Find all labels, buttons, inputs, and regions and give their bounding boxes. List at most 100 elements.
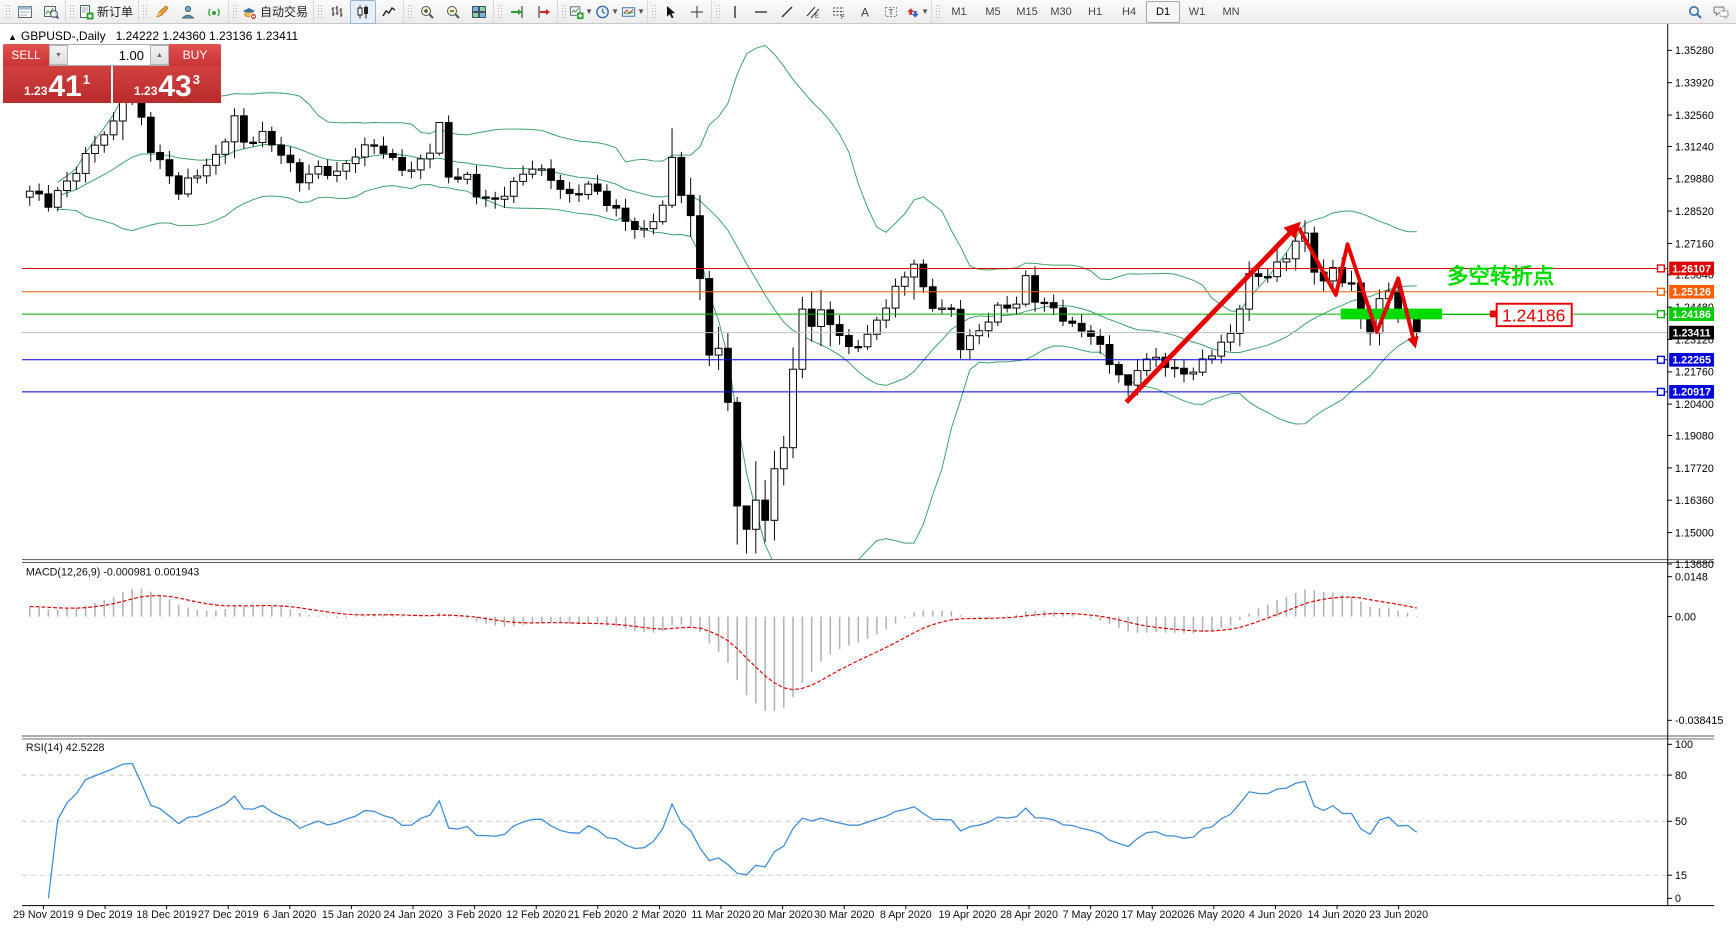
date-tick-label[interactable]: 20 Mar 2020 bbox=[753, 909, 813, 921]
toolbar-grip[interactable] bbox=[5, 3, 10, 20]
toolbar-grip[interactable] bbox=[142, 3, 148, 20]
price-box-annotation[interactable]: 1.24186 bbox=[1495, 302, 1573, 328]
buy-price[interactable]: 1.23 43 3 bbox=[113, 66, 221, 103]
sell-button[interactable]: SELL bbox=[3, 44, 49, 66]
level-anchor-marker[interactable] bbox=[1656, 264, 1665, 273]
chart-preview-button[interactable] bbox=[38, 0, 64, 24]
trendline-tool-button[interactable] bbox=[774, 0, 800, 24]
indicators-dropdown-icon[interactable]: ▼ bbox=[585, 7, 594, 16]
date-tick-label[interactable]: 24 Jan 2020 bbox=[384, 909, 443, 921]
charts-list-button[interactable] bbox=[12, 0, 38, 24]
hline-tool-button[interactable] bbox=[748, 0, 774, 24]
timeframe-m30-button[interactable]: M30 bbox=[1050, 5, 1072, 18]
timeframe-w1-button[interactable]: W1 bbox=[1188, 5, 1206, 18]
toolbar-grip[interactable] bbox=[497, 3, 503, 20]
date-tick-label[interactable]: 4 Jun 2020 bbox=[1249, 909, 1302, 921]
date-tick-label[interactable]: 12 Feb 2020 bbox=[506, 909, 566, 921]
date-tick-label[interactable]: 23 Jun 2020 bbox=[1369, 909, 1428, 921]
toolbar-grip[interactable] bbox=[651, 3, 657, 20]
date-tick-label[interactable]: 21 Feb 2020 bbox=[568, 909, 628, 921]
date-tick-label[interactable]: 30 Mar 2020 bbox=[814, 909, 874, 921]
signals-button[interactable] bbox=[201, 0, 227, 24]
new-order-button[interactable]: 新订单 bbox=[76, 1, 137, 23]
templates-button[interactable]: ▼ bbox=[620, 0, 646, 24]
bar-chart-mode-button[interactable] bbox=[324, 0, 350, 24]
toolbar-grip[interactable] bbox=[69, 3, 74, 20]
text-tool-button[interactable]: A bbox=[852, 0, 878, 24]
volume-increase-button[interactable]: ▲ bbox=[150, 45, 169, 65]
level-anchor-marker[interactable] bbox=[1656, 287, 1665, 296]
crayon-button[interactable] bbox=[149, 0, 175, 24]
periods-dropdown-icon[interactable]: ▼ bbox=[611, 7, 620, 16]
candlestick-mode-button[interactable] bbox=[350, 0, 377, 24]
toolbar-grip[interactable] bbox=[407, 3, 413, 20]
timeframe-h1-button[interactable]: H1 bbox=[1088, 5, 1103, 18]
crosshair-tool-button[interactable] bbox=[684, 0, 710, 24]
arrows-tool-dropdown-icon[interactable]: ▼ bbox=[921, 7, 930, 16]
panel-splitter-rsi[interactable] bbox=[21, 735, 1715, 740]
volume-value[interactable]: 1.00 bbox=[118, 47, 144, 63]
date-tick-label[interactable]: 11 Mar 2020 bbox=[691, 909, 750, 921]
tile-windows-button[interactable] bbox=[466, 0, 492, 24]
uptrend-arrow[interactable] bbox=[1124, 221, 1301, 404]
date-tick-label[interactable]: 3 Feb 2020 bbox=[448, 909, 502, 921]
price-box-anchor[interactable] bbox=[1489, 310, 1497, 318]
channel-tool-button[interactable]: E bbox=[800, 0, 826, 24]
fibonacci-tool-button[interactable]: F bbox=[826, 0, 852, 24]
date-tick-label[interactable]: 7 May 2020 bbox=[1063, 909, 1119, 921]
timeframe-d1-button[interactable]: D1 bbox=[1146, 0, 1181, 23]
date-tick-label[interactable]: 18 Dec 2019 bbox=[136, 909, 197, 921]
date-tick-label[interactable]: 6 Jan 2020 bbox=[263, 909, 316, 921]
panel-splitter-macd[interactable] bbox=[21, 559, 1715, 563]
timeframe-m1-button[interactable]: M1 bbox=[951, 5, 967, 18]
price-axis[interactable]: 1.35280 1.33920 1.32560 1.31240 1.29880 1.285… bbox=[1667, 45, 1715, 571]
pivot-annotation-text[interactable]: 多空转折点 bbox=[1447, 263, 1554, 288]
auto-scroll-button[interactable] bbox=[504, 0, 530, 24]
line-chart-mode-button[interactable] bbox=[376, 0, 402, 24]
support-zone-bar[interactable] bbox=[1340, 308, 1443, 320]
timeframe-h4-button[interactable]: H4 bbox=[1122, 5, 1137, 18]
toolbar-grip[interactable] bbox=[935, 3, 941, 20]
chart-shift-button[interactable] bbox=[530, 0, 556, 24]
date-tick-label[interactable]: 2 Mar 2020 bbox=[632, 909, 686, 921]
level-anchor-marker[interactable] bbox=[1656, 355, 1665, 364]
timeframe-mn-button[interactable]: MN bbox=[1222, 5, 1240, 18]
date-tick-label[interactable]: 19 Apr 2020 bbox=[939, 909, 997, 921]
date-tick-label[interactable]: 8 Apr 2020 bbox=[880, 909, 932, 921]
toolbar-grip[interactable] bbox=[715, 3, 721, 20]
date-tick-label[interactable]: 14 Jun 2020 bbox=[1308, 909, 1367, 921]
date-tick-label[interactable]: 9 Dec 2019 bbox=[78, 909, 133, 921]
zoom-out-button[interactable] bbox=[440, 0, 466, 24]
timeframe-m5-button[interactable]: M5 bbox=[985, 5, 1001, 18]
autotrading-button[interactable]: 自动交易 bbox=[239, 1, 312, 23]
cursor-tool-button[interactable] bbox=[658, 0, 684, 24]
chart-canvas[interactable]: 多空转折点 1.24186 MACD(12,26,9) -0.000981 0.… bbox=[0, 24, 1736, 948]
collapse-marker-icon[interactable]: ▲ bbox=[8, 32, 17, 42]
zigzag-down-arrow[interactable] bbox=[1297, 226, 1419, 349]
vline-tool-button[interactable] bbox=[722, 0, 748, 24]
date-tick-label[interactable]: 28 Apr 2020 bbox=[1000, 909, 1058, 921]
toolbar-grip[interactable] bbox=[561, 3, 567, 20]
zoom-in-button[interactable] bbox=[414, 0, 440, 24]
toolbar-grip[interactable] bbox=[317, 3, 323, 20]
level-anchor-marker[interactable] bbox=[1656, 310, 1665, 319]
buy-button[interactable]: BUY bbox=[169, 44, 221, 66]
expert-advisors-button[interactable] bbox=[175, 0, 201, 24]
time-axis[interactable]: 29 Nov 2019 9 Dec 2019 18 Dec 2019 27 Dec 2… bbox=[13, 905, 1428, 921]
sell-price[interactable]: 1.23 41 1 bbox=[3, 66, 111, 103]
date-tick-label[interactable]: 15 Jan 2020 bbox=[322, 909, 381, 921]
search-button[interactable] bbox=[1682, 0, 1708, 24]
chat-button[interactable] bbox=[1708, 0, 1734, 24]
date-tick-label[interactable]: 27 Dec 2019 bbox=[198, 909, 259, 921]
date-tick-label[interactable]: 17 May 2020 bbox=[1121, 909, 1183, 921]
date-tick-label[interactable]: 29 Nov 2019 bbox=[13, 909, 74, 921]
timeframe-m15-button[interactable]: M15 bbox=[1016, 5, 1038, 18]
toolbar-grip[interactable] bbox=[232, 3, 238, 20]
templates-dropdown-icon[interactable]: ▼ bbox=[637, 7, 646, 16]
label-tool-button[interactable]: T bbox=[878, 0, 904, 24]
volume-decrease-button[interactable]: ▼ bbox=[49, 45, 68, 65]
annotations[interactable] bbox=[1124, 221, 1497, 404]
date-tick-label[interactable]: 26 May 2020 bbox=[1183, 909, 1245, 921]
level-anchor-marker[interactable] bbox=[1656, 387, 1665, 396]
arrows-tool-button[interactable]: ▼ bbox=[904, 0, 930, 24]
